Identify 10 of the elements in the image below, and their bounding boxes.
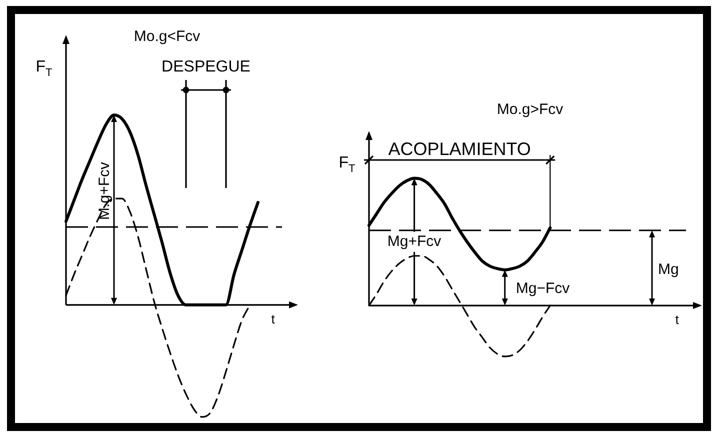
text: DESPEGUE	[162, 58, 250, 76]
text: ACOPLAMIENTO	[388, 138, 531, 159]
chart-title: Mo.g<Fcv	[134, 28, 201, 46]
annotation: M.g+Fcv	[96, 162, 114, 220]
chart-title: Mo.g>Fcv	[496, 101, 564, 118]
annotation: Mg−Fcv	[516, 280, 570, 297]
x-axis-title: t	[271, 311, 276, 326]
ref-line-label: Mg	[658, 261, 679, 278]
annotation: Mg+Fcv	[387, 233, 442, 250]
x-axis-title: t	[675, 312, 680, 328]
